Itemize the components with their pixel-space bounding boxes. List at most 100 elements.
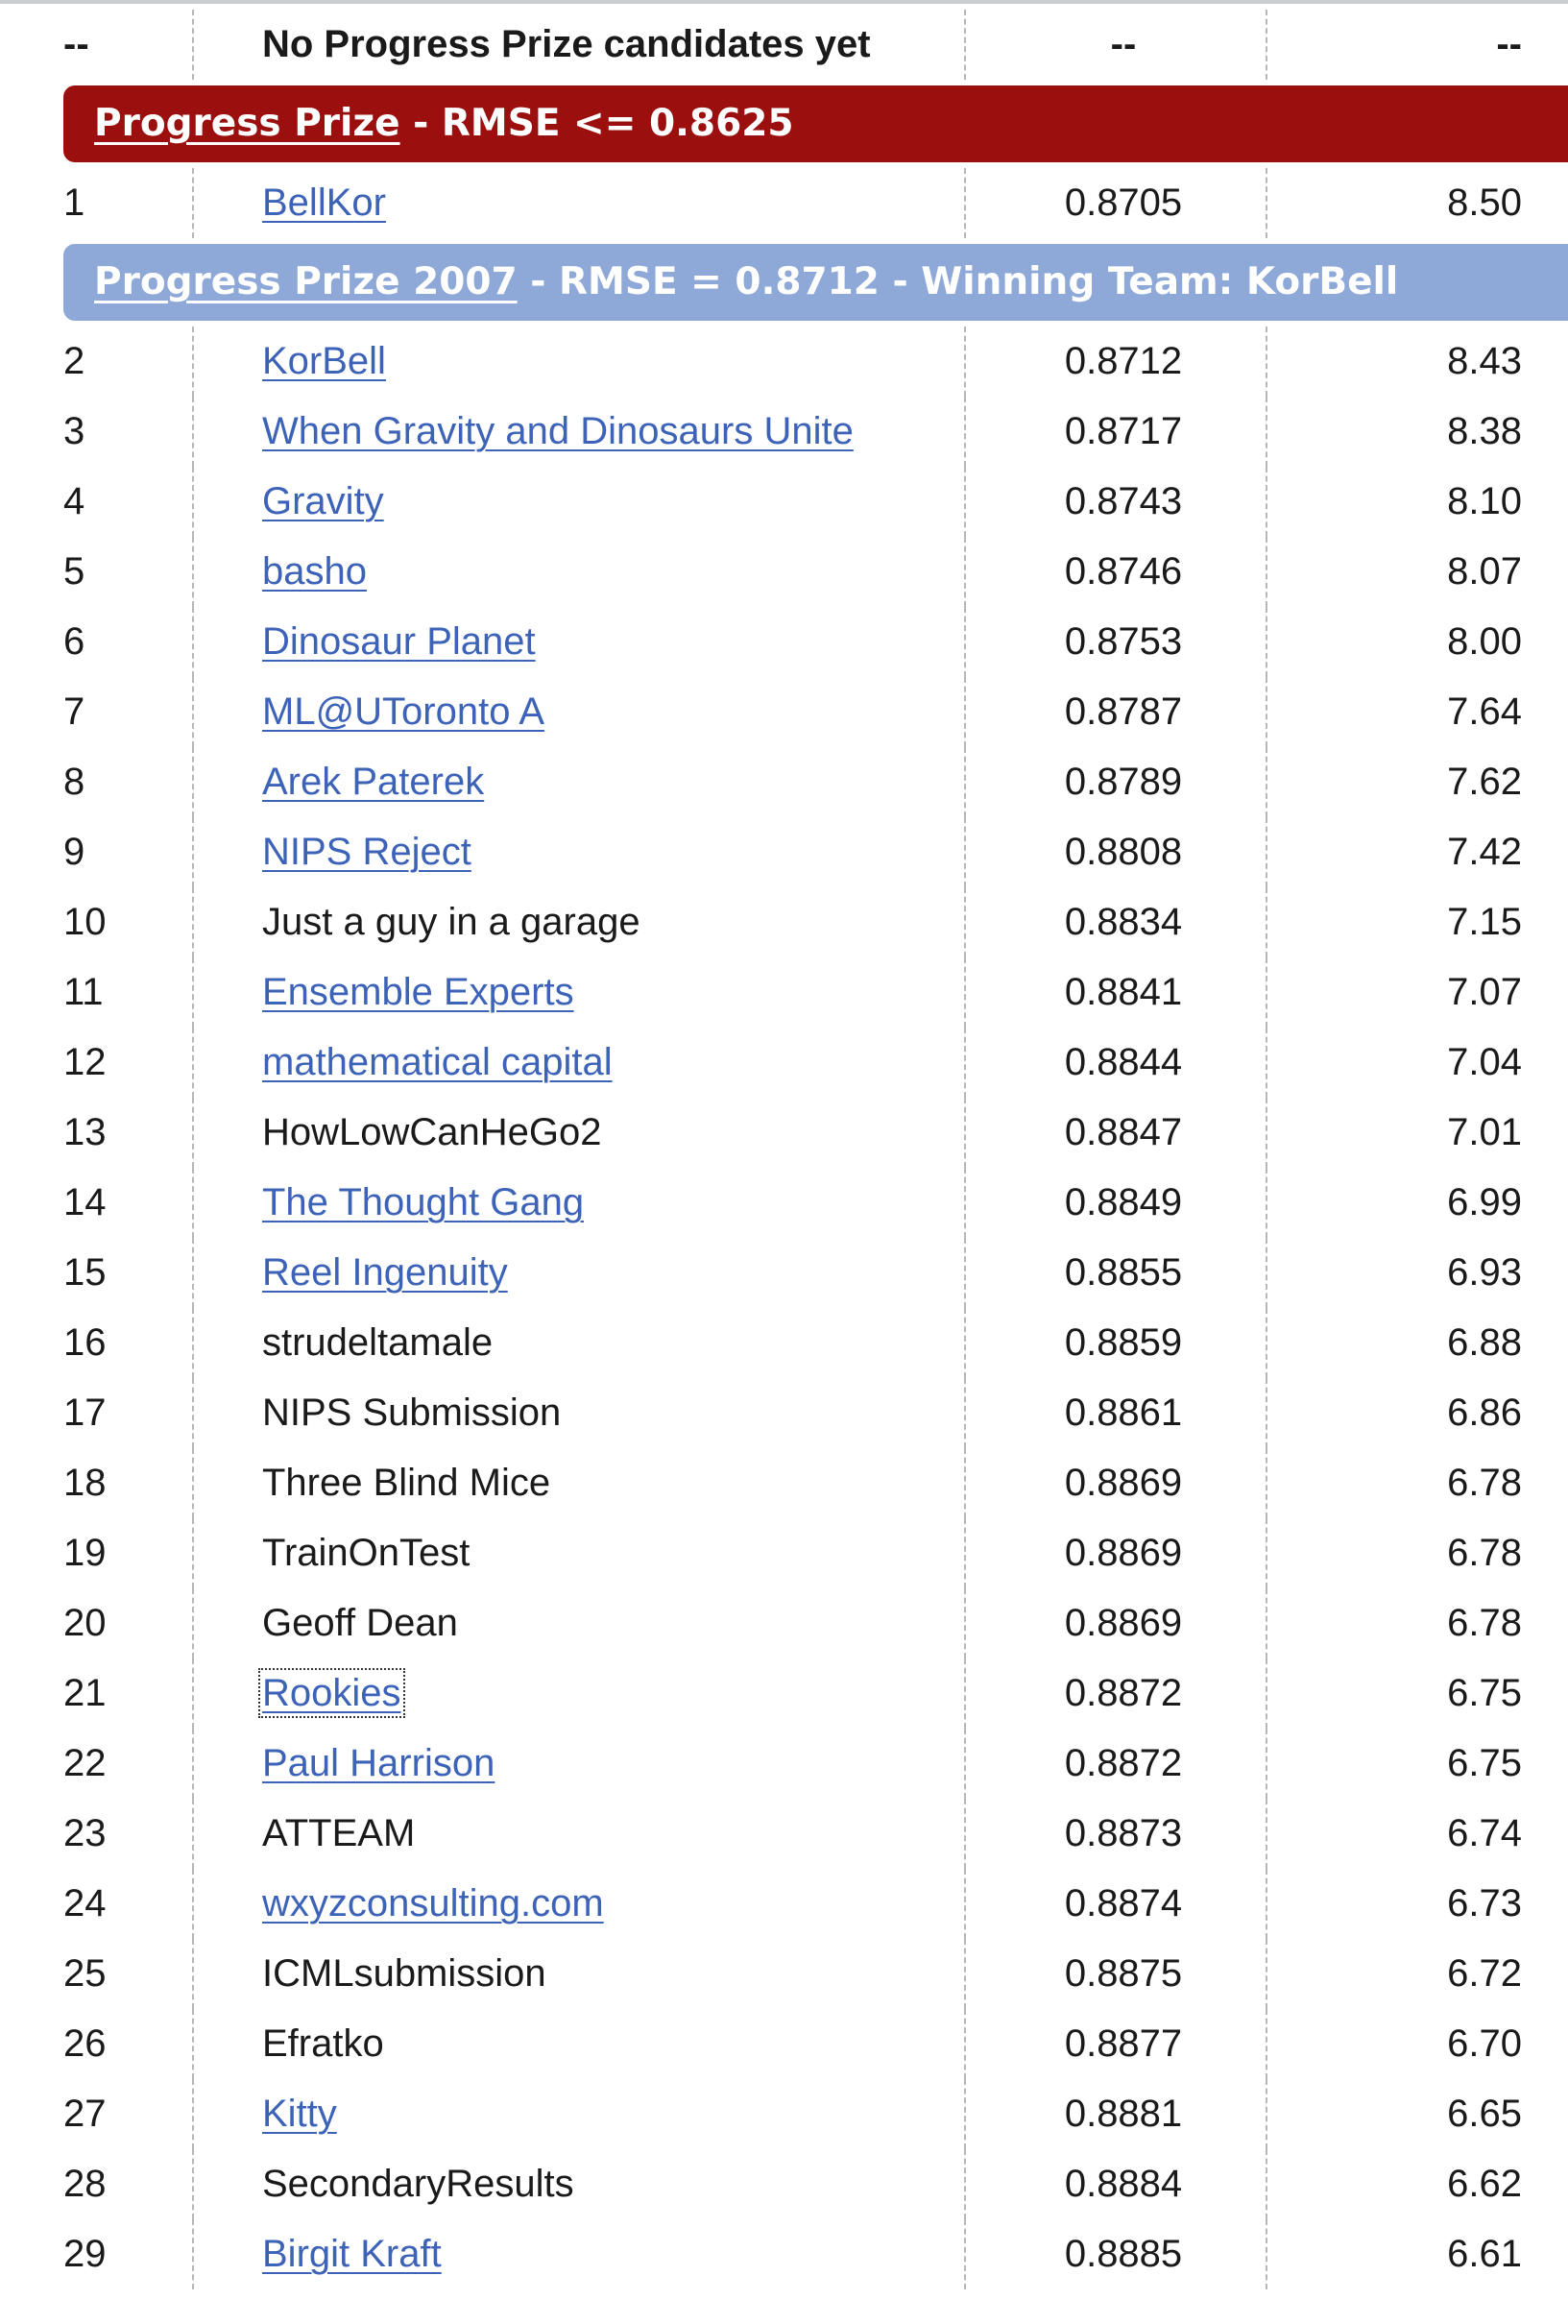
team-cell: Geoff Dean — [262, 1602, 458, 1644]
rank-cell: 5 — [63, 550, 85, 593]
team-cell: wxyzconsulting.com — [262, 1869, 604, 1939]
rank-cell: 12 — [63, 1041, 107, 1083]
column-divider — [192, 1939, 194, 2009]
column-divider — [964, 607, 966, 677]
column-divider — [192, 1658, 194, 1729]
team-link[interactable]: Ensemble Experts — [262, 971, 574, 1013]
rank-cell: 28 — [63, 2163, 107, 2205]
team-link[interactable]: Paul Harrison — [262, 1742, 495, 1784]
progress-prize-2007-link[interactable]: Progress Prize 2007 — [94, 260, 518, 303]
score-cell: 0.8743 — [1064, 480, 1183, 522]
improvement-cell: 7.62 — [1447, 761, 1522, 803]
column-divider — [964, 957, 966, 1028]
column-divider — [964, 1098, 966, 1168]
column-divider — [192, 1799, 194, 1869]
rank-cell: 25 — [63, 1952, 107, 1995]
team-link[interactable]: mathematical capital — [262, 1041, 613, 1083]
team-link[interactable]: Kitty — [262, 2093, 337, 2135]
column-divider — [192, 2079, 194, 2149]
column-divider — [964, 1238, 966, 1308]
column-divider — [1266, 1939, 1267, 2009]
score-cell: 0.8787 — [1064, 690, 1183, 733]
column-divider — [192, 1588, 194, 1658]
score-cell: 0.8849 — [1064, 1181, 1183, 1223]
team-link[interactable]: BellKor — [262, 182, 386, 224]
table-row: 14 The Thought Gang 0.8849 6.99 — [0, 1168, 1568, 1238]
column-divider — [964, 747, 966, 817]
team-link[interactable]: Reel Ingenuity — [262, 1251, 508, 1294]
score-cell: 0.8746 — [1064, 550, 1183, 593]
team-link[interactable]: The Thought Gang — [262, 1181, 585, 1223]
column-divider — [964, 397, 966, 467]
table-row: 9 NIPS Reject 0.8808 7.42 — [0, 817, 1568, 887]
team-link[interactable]: Rookies — [258, 1668, 405, 1718]
rank-cell: 27 — [63, 2093, 107, 2135]
rank-cell: 29 — [63, 2233, 107, 2275]
score-cell: 0.8712 — [1064, 340, 1183, 382]
team-link[interactable]: wxyzconsulting.com — [262, 1882, 604, 1925]
team-cell: Efratko — [262, 2022, 384, 2065]
progress-prize-link[interactable]: Progress Prize — [94, 102, 400, 145]
table-row: 12 mathematical capital 0.8844 7.04 — [0, 1028, 1568, 1098]
improvement-cell: 6.74 — [1447, 1812, 1522, 1854]
column-divider — [192, 1869, 194, 1939]
column-divider — [1266, 1518, 1267, 1588]
team-link[interactable]: NIPS Reject — [262, 831, 471, 873]
column-divider — [192, 467, 194, 537]
team-cell: ICMLsubmission — [262, 1952, 546, 1995]
improvement-cell: 6.75 — [1447, 1672, 1522, 1714]
table-row: 4 Gravity 0.8743 8.10 — [0, 467, 1568, 537]
table-row: 27 Kitty 0.8881 6.65 — [0, 2079, 1568, 2149]
team-cell: basho — [262, 537, 367, 607]
team-link[interactable]: Dinosaur Planet — [262, 620, 536, 663]
team-link[interactable]: KorBell — [262, 340, 386, 382]
improvement-cell: 6.65 — [1447, 2093, 1522, 2135]
team-link[interactable]: Gravity — [262, 480, 384, 522]
rank-cell: 8 — [63, 761, 85, 803]
column-divider — [964, 1028, 966, 1098]
table-row: 15 Reel Ingenuity 0.8855 6.93 — [0, 1238, 1568, 1308]
table-row: 28 SecondaryResults 0.8884 6.62 — [0, 2149, 1568, 2219]
team-link[interactable]: basho — [262, 550, 367, 593]
improvement-cell: 8.38 — [1447, 410, 1522, 452]
team-link[interactable]: When Gravity and Dinosaurs Unite — [262, 410, 854, 452]
column-divider — [192, 2149, 194, 2219]
team-link[interactable]: Birgit Kraft — [262, 2233, 442, 2275]
table-row: 24 wxyzconsulting.com 0.8874 6.73 — [0, 1869, 1568, 1939]
table-row: 19 TrainOnTest 0.8869 6.78 — [0, 1518, 1568, 1588]
leader-row: 1 BellKor 0.8705 8.50 — [0, 168, 1568, 238]
team-cell: SecondaryResults — [262, 2163, 574, 2205]
column-divider — [964, 10, 966, 80]
improvement-cell: 6.70 — [1447, 2022, 1522, 2065]
team-cell: Reel Ingenuity — [262, 1238, 508, 1308]
improvement-cell: 6.62 — [1447, 2163, 1522, 2205]
team-cell: Kitty — [262, 2079, 337, 2149]
rank-cell: 3 — [63, 410, 85, 452]
improvement-cell: 6.88 — [1447, 1321, 1522, 1364]
top-border — [0, 0, 1568, 4]
progress-prize-banner: Progress Prize - RMSE <= 0.8625 — [63, 85, 1568, 162]
score-cell: 0.8859 — [1064, 1321, 1183, 1364]
column-divider — [192, 677, 194, 747]
team-cell: BellKor — [262, 168, 386, 238]
improvement-cell: 7.01 — [1447, 1111, 1522, 1153]
team-cell: Gravity — [262, 467, 384, 537]
column-divider — [1266, 887, 1267, 957]
column-divider — [192, 1448, 194, 1518]
rank-cell: 23 — [63, 1812, 107, 1854]
rank-cell: 19 — [63, 1532, 107, 1574]
table-row: 22 Paul Harrison 0.8872 6.75 — [0, 1729, 1568, 1799]
rank-cell: 26 — [63, 2022, 107, 2065]
team-cell: When Gravity and Dinosaurs Unite — [262, 397, 854, 467]
column-divider — [192, 327, 194, 397]
column-divider — [964, 1658, 966, 1729]
column-divider — [1266, 1028, 1267, 1098]
score-cell: 0.8753 — [1064, 620, 1183, 663]
column-divider — [1266, 168, 1267, 238]
rank-cell: 1 — [63, 182, 85, 224]
team-link[interactable]: Arek Paterek — [262, 761, 485, 803]
team-link[interactable]: ML@UToronto A — [262, 690, 545, 733]
rank-cell: 16 — [63, 1321, 107, 1364]
score-cell: 0.8872 — [1064, 1742, 1183, 1784]
rank-cell: 6 — [63, 620, 85, 663]
